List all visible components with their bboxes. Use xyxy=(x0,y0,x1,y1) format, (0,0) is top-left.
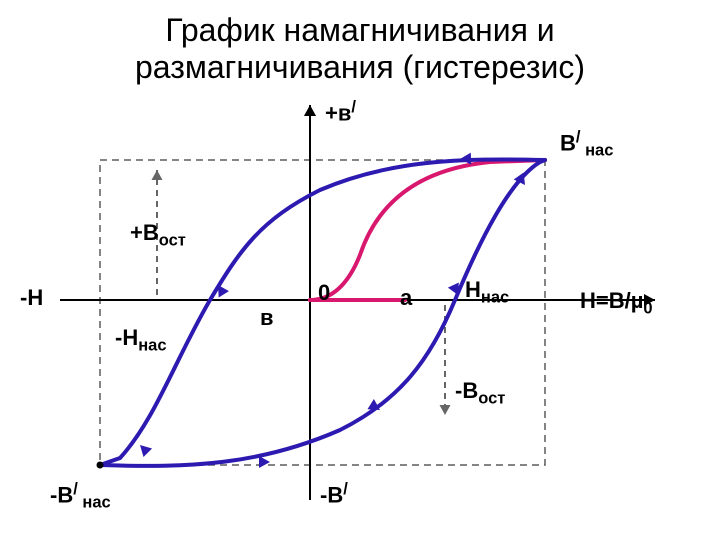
label-point-v: в xyxy=(260,305,274,331)
hysteresis-chart: +в/ В/ нас +Вост -Н 0 а в Ннас Н=В/µ0 -Н… xyxy=(60,100,660,520)
label-minus-b-axis: -В/ xyxy=(320,480,348,508)
label-minus-b-nas: -В/ нас xyxy=(50,480,111,513)
page-title: График намагничивания и размагничивания … xyxy=(0,12,720,86)
label-minus-h: -Н xyxy=(20,285,43,311)
label-plus-bost: +Вост xyxy=(130,220,186,250)
label-point-a: а xyxy=(400,285,412,311)
label-h-nas: Ннас xyxy=(465,277,509,307)
label-plus-b-axis: +в/ xyxy=(325,98,356,126)
label-minus-hnas: -Ннас xyxy=(115,325,167,355)
chart-svg xyxy=(60,100,660,520)
label-minus-bost: -Вост xyxy=(455,378,505,408)
label-zero: 0 xyxy=(318,280,330,306)
label-b-nas: В/ нас xyxy=(560,128,613,161)
title-line2: размагничивания (гистерезис) xyxy=(135,49,585,85)
title-line1: График намагничивания и xyxy=(165,12,554,48)
label-formula: Н=В/µ0 xyxy=(580,288,653,318)
